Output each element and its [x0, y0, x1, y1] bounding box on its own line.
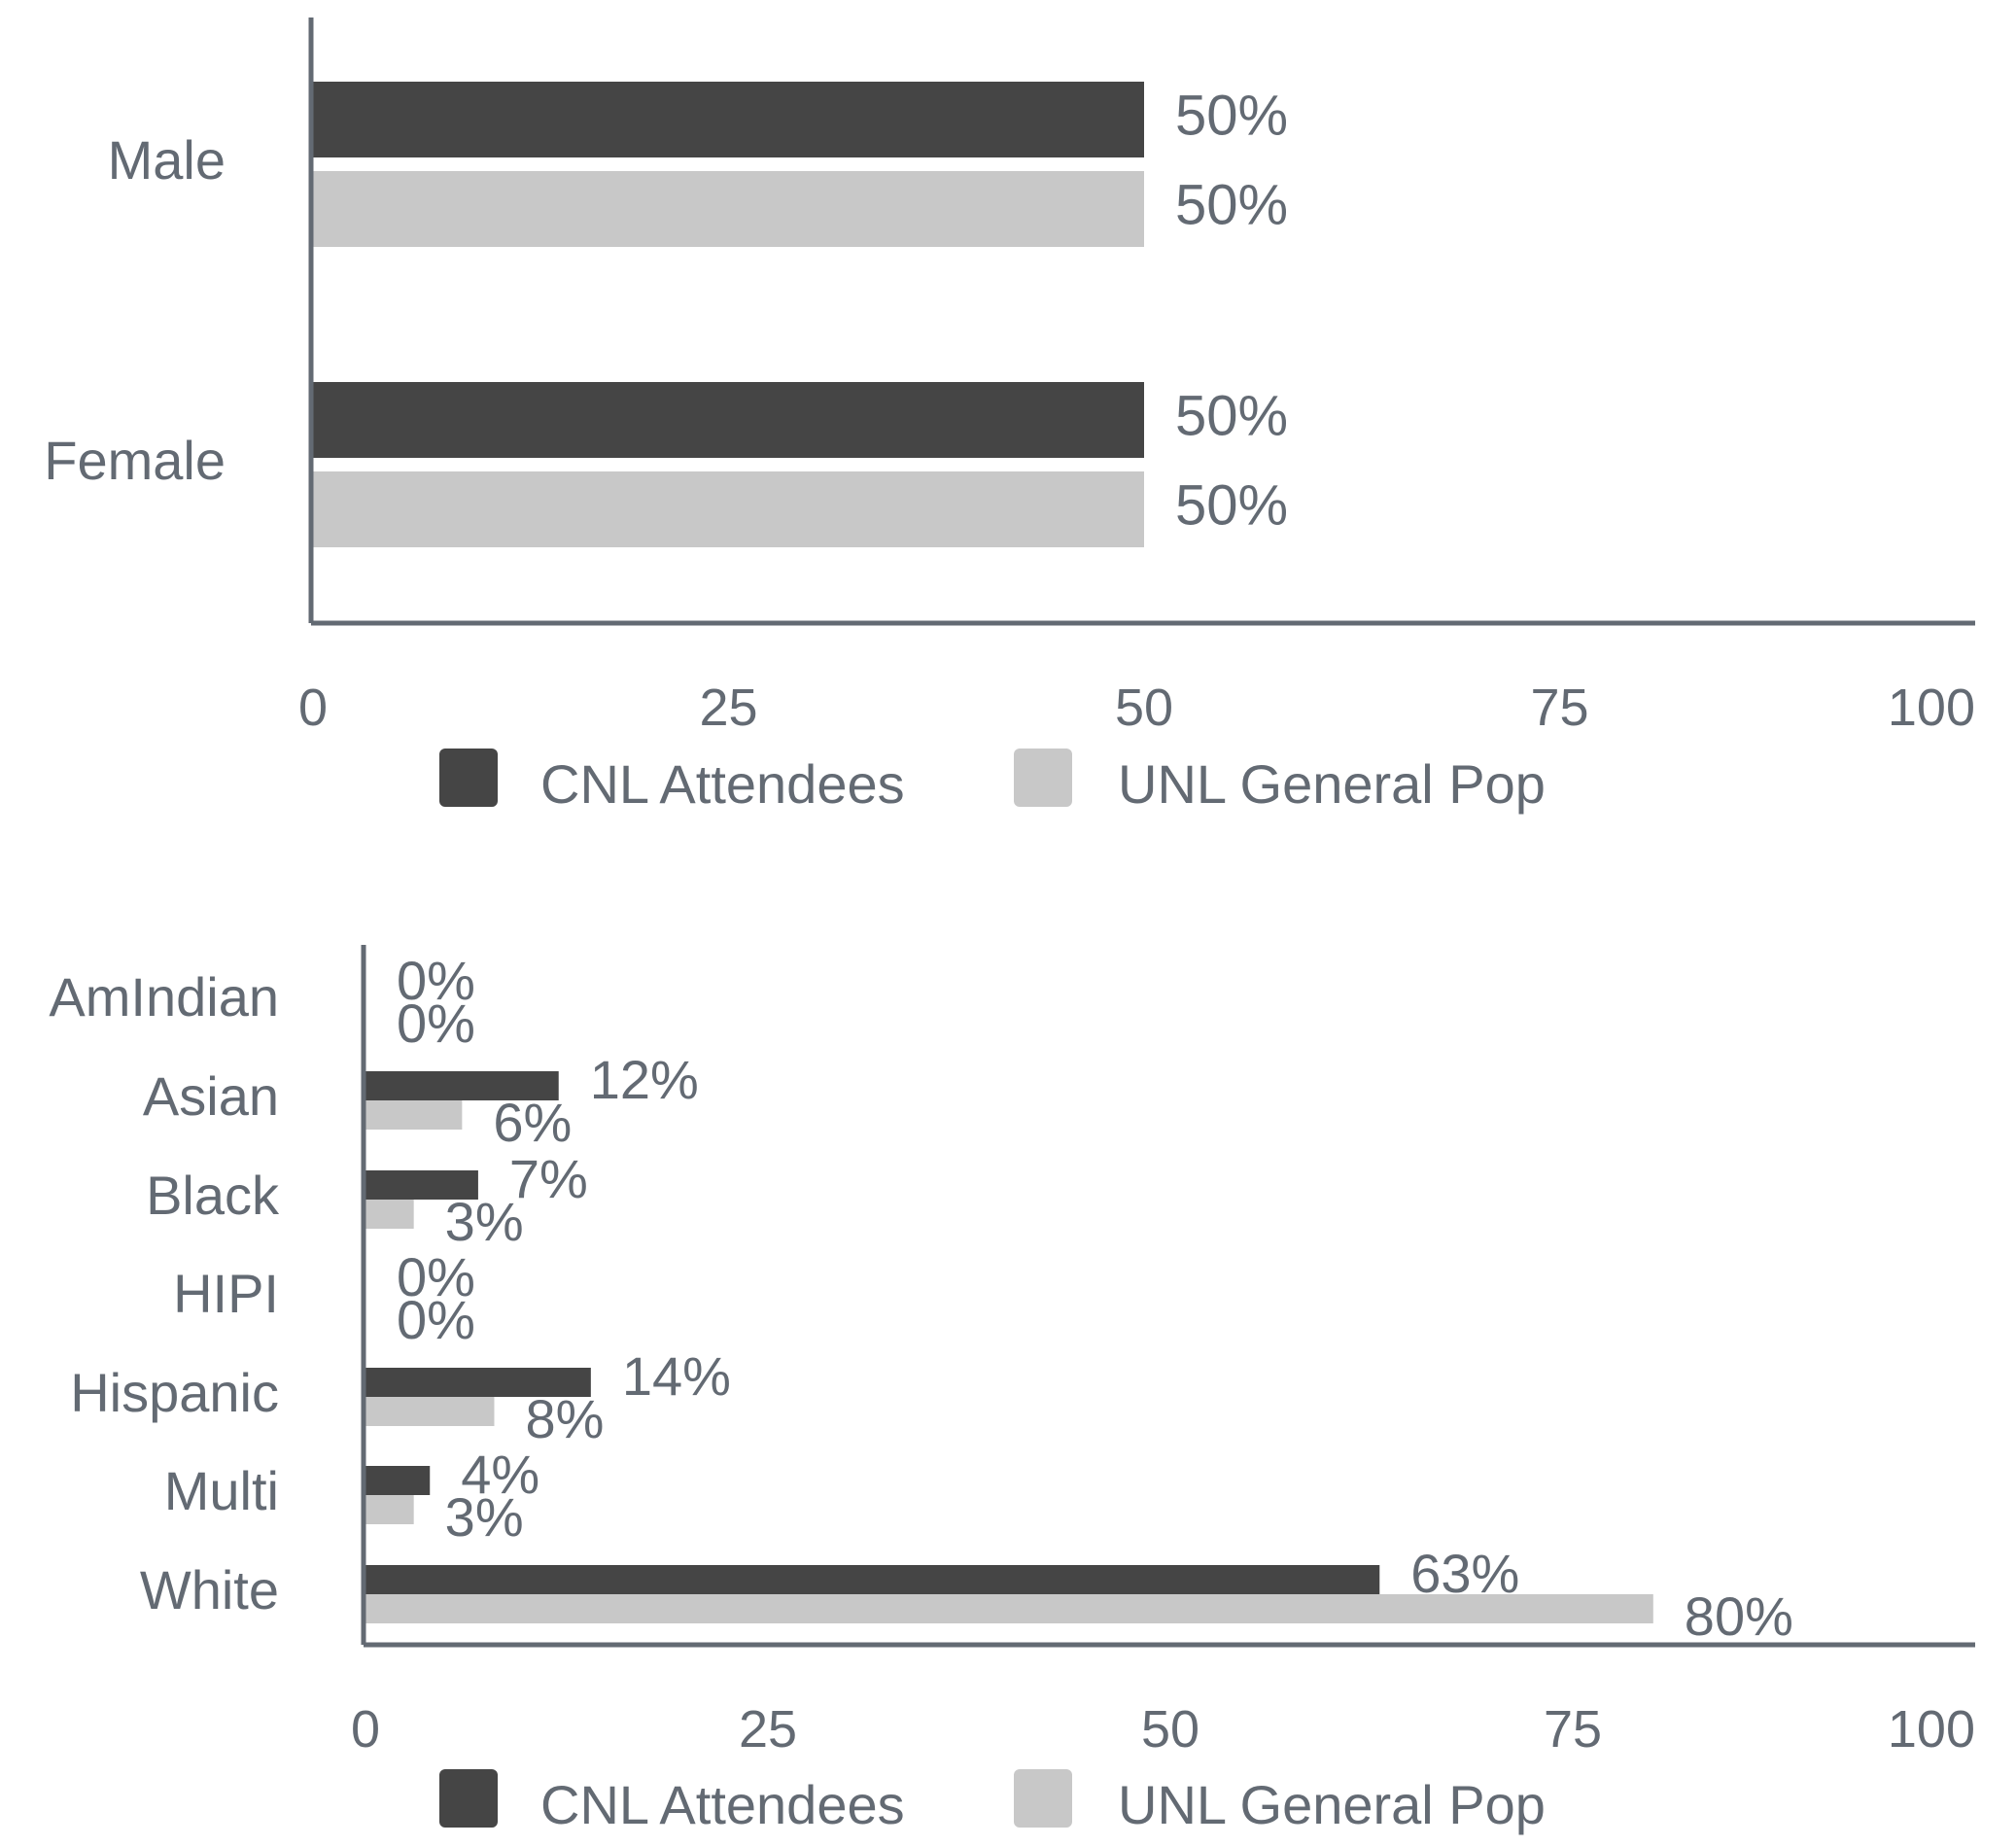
category-label: White [140, 1559, 279, 1620]
data-label: 12% [590, 1049, 699, 1110]
data-label: 0% [397, 950, 475, 1011]
legend-label: UNL General Pop [1118, 1774, 1546, 1835]
category-label: Multi [164, 1460, 279, 1521]
data-label: 50% [1175, 473, 1288, 537]
x-tick-label: 50 [1115, 679, 1173, 737]
legend-swatch [1014, 1769, 1072, 1828]
data-label: 0% [397, 993, 475, 1054]
bar [365, 1495, 414, 1524]
data-label: 50% [1175, 173, 1288, 236]
category-label: Hispanic [70, 1362, 279, 1423]
bar [365, 1466, 431, 1495]
bar [313, 382, 1144, 458]
data-label: 0% [397, 1289, 475, 1350]
data-label: 0% [397, 1246, 475, 1307]
x-tick-label: 100 [1888, 1700, 1975, 1759]
data-label: 80% [1685, 1585, 1793, 1647]
data-label: 3% [445, 1486, 524, 1548]
category-label: Male [108, 129, 226, 191]
legend-label: CNL Attendees [540, 753, 905, 815]
bar [365, 1200, 414, 1229]
bar [365, 1397, 495, 1426]
category-label: HIPI [173, 1263, 279, 1324]
data-label: 50% [1175, 384, 1288, 447]
legend-swatch [439, 749, 498, 807]
x-tick-label: 25 [739, 1700, 797, 1759]
category-label: Black [146, 1165, 280, 1226]
legend-label: UNL General Pop [1118, 753, 1546, 815]
bar [365, 1170, 478, 1200]
x-tick-label: 0 [298, 679, 328, 737]
x-tick-label: 75 [1544, 1700, 1602, 1759]
bar [365, 1368, 591, 1397]
x-tick-label: 50 [1141, 1700, 1199, 1759]
bar [313, 171, 1144, 247]
data-label: 8% [525, 1388, 604, 1449]
x-tick-label: 0 [351, 1700, 380, 1759]
category-label: AmIndian [49, 966, 279, 1027]
category-label: Female [44, 430, 226, 491]
data-label: 14% [622, 1345, 731, 1407]
x-tick-label: 25 [699, 679, 757, 737]
data-label: 50% [1175, 84, 1288, 147]
data-label: 63% [1410, 1543, 1519, 1604]
x-tick-label: 75 [1530, 679, 1588, 737]
bar [365, 1594, 1653, 1623]
x-tick-label: 100 [1888, 679, 1975, 737]
bar [313, 471, 1144, 547]
data-label: 7% [509, 1148, 588, 1209]
legend-swatch [439, 1769, 498, 1828]
data-label: 6% [493, 1092, 572, 1153]
bar [365, 1565, 1380, 1594]
legend-label: CNL Attendees [540, 1774, 905, 1835]
data-label: 3% [445, 1191, 524, 1252]
bar [365, 1071, 559, 1100]
category-label: Asian [143, 1065, 279, 1127]
legend-swatch [1014, 749, 1072, 807]
bar [365, 1100, 463, 1130]
data-label: 4% [461, 1444, 539, 1505]
bar [313, 82, 1144, 157]
